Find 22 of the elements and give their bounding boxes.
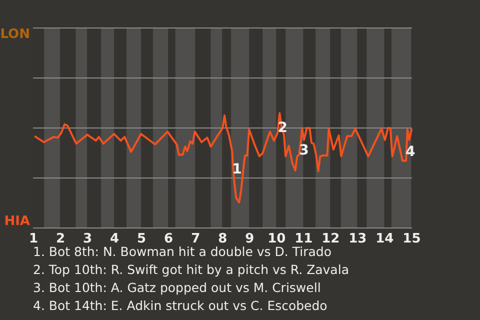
x-tick-label: 9	[245, 232, 254, 246]
x-tick-label: 7	[191, 232, 200, 246]
text: HIA	[4, 214, 30, 229]
x-tick-label: 11	[294, 232, 313, 246]
text: LON	[0, 27, 30, 42]
x-tick-label: 1	[28, 232, 38, 246]
x-tick-label: 2	[56, 232, 66, 246]
text: 3. Bot 10th: A. Gatz popped out vs M. Criswell	[33, 280, 321, 295]
text: 1. Bot 8th: N. Bowman hit a double vs D. Tirado	[33, 244, 332, 259]
x-tick-label: 6	[164, 232, 174, 246]
x-tick-label: 4	[110, 232, 120, 246]
x-tick-label: 8	[218, 232, 228, 246]
x-tick-label: 10	[268, 232, 286, 246]
x-tick-label: 5	[137, 232, 146, 246]
x-tick-label: 14	[376, 232, 394, 246]
text: 4. Bot 14th: E. Adkin struck out vs C. Escobedo	[33, 298, 328, 313]
x-tick-label: 15	[402, 232, 421, 246]
x-tick-label: 12	[322, 232, 340, 246]
x-tick-label: 13	[348, 232, 367, 246]
text: 2. Top 10th: R. Swift got hit by a pitch vs R. Zavala	[33, 262, 349, 277]
annotation: 3	[299, 142, 309, 158]
x-tick-label: 3	[83, 232, 92, 246]
